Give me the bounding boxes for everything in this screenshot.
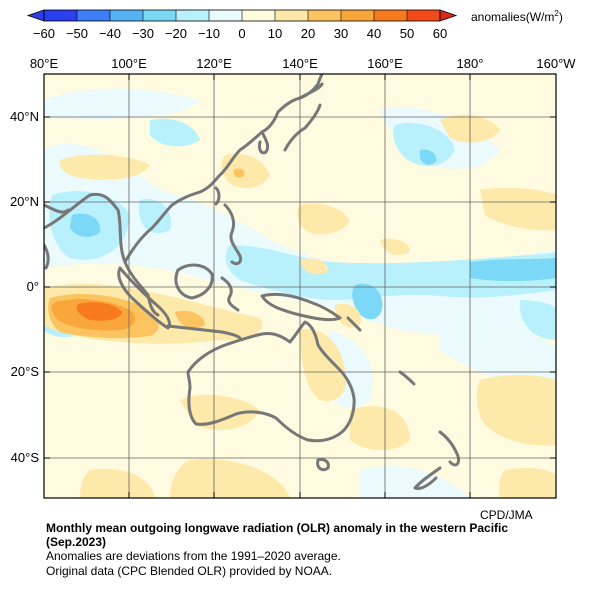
- caption-title-line1: Monthly mean outgoing longwave radiation…: [46, 521, 509, 535]
- colorbar-tick-label: −60: [33, 26, 55, 41]
- lon-label-100e: 100°E: [111, 56, 147, 71]
- colorbar-tick-label: 60: [433, 26, 447, 41]
- colorbar-arrow-left: [26, 9, 45, 22]
- gridlines: [44, 74, 556, 498]
- caption-note-baseline: Anomalies are deviations from the 1991–2…: [46, 549, 341, 563]
- lat-label-40n: 40°N: [10, 109, 39, 124]
- colorbar-segment: [275, 10, 309, 21]
- lon-label-140e: 140°E: [282, 56, 318, 71]
- lat-label-20s: 20°S: [11, 364, 40, 379]
- colorbar-tick-label: −40: [99, 26, 121, 41]
- colorbar-segment: [242, 10, 276, 21]
- lon-label-120e: 120°E: [196, 56, 232, 71]
- colorbar-tick-label: 0: [238, 26, 245, 41]
- lon-label-80e: 80°E: [30, 56, 59, 71]
- colorbar-segment: [176, 10, 210, 21]
- anomaly-contours-strong-positive: [76, 302, 122, 321]
- colorbar-arrow-right: [439, 9, 458, 22]
- credit-label: CPD/JMA: [480, 508, 533, 522]
- colorbar-tick-label: 30: [334, 26, 348, 41]
- colorbar-segment: [341, 10, 375, 21]
- colorbar-tick-label: 20: [301, 26, 315, 41]
- colorbar-segment: [77, 10, 111, 21]
- colorbar-tick-label: 50: [400, 26, 414, 41]
- lon-label-180: 180°: [457, 56, 484, 71]
- coastlines: [44, 74, 460, 490]
- anomaly-contours-more-negative: [70, 149, 556, 320]
- colorbar-segment: [407, 10, 441, 21]
- colorbar-tick-label: −30: [132, 26, 154, 41]
- colorbar-tick-label: 40: [367, 26, 381, 41]
- colorbar-segment: [374, 10, 408, 21]
- olr-anomaly-map: 80°E 100°E 120°E 140°E 160°E 180° 160°W …: [10, 56, 576, 499]
- colorbar-segment: [110, 10, 144, 21]
- lon-label-160e: 160°E: [367, 56, 403, 71]
- caption-note-source: Original data (CPC Blended OLR) provided…: [46, 564, 333, 578]
- colorbar-segment: [143, 10, 177, 21]
- colorbar-segment: [209, 10, 243, 21]
- colorbar-tick-label: −50: [66, 26, 88, 41]
- colorbar-tick-label: 10: [268, 26, 282, 41]
- colorbar-tick-label: −10: [198, 26, 220, 41]
- caption-title-line2: (Sep.2023): [46, 535, 107, 549]
- lon-label-160w: 160°W: [536, 56, 576, 71]
- colorbar-segment: [44, 10, 78, 21]
- lat-label-0: 0°: [27, 279, 39, 294]
- colorbar-tick-label: −20: [165, 26, 187, 41]
- colorbar-unit: anomalies(W/m2): [471, 9, 563, 24]
- lat-label-20n: 20°N: [10, 194, 39, 209]
- lat-label-40s: 40°S: [11, 450, 40, 465]
- colorbar-segment: [308, 10, 342, 21]
- colorbar-legend: −60 −50 −40 −30 −20 −10 0 10 20 30 40 50 60 anomalie…: [26, 9, 563, 41]
